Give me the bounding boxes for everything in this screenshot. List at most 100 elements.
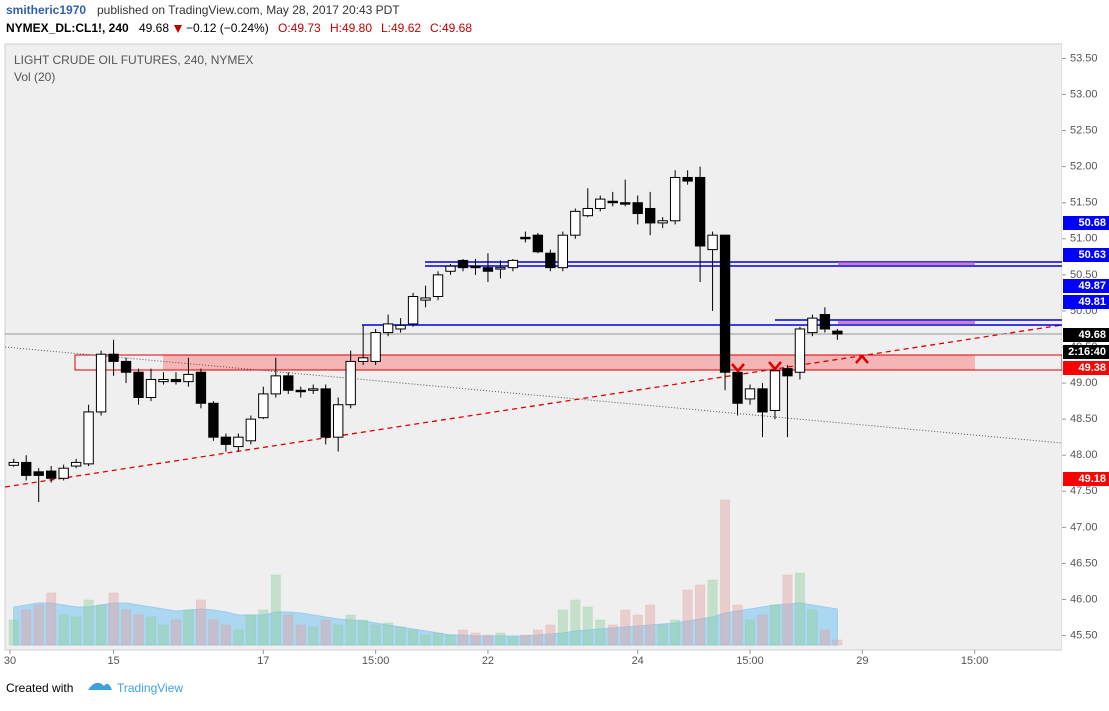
candle-body <box>283 375 294 391</box>
close: C:49.68 <box>430 21 472 35</box>
volume-bar <box>545 624 556 646</box>
volume-bar <box>420 634 431 646</box>
volume-bar <box>8 619 19 646</box>
volume-bar <box>607 624 618 646</box>
volume-bar <box>358 619 369 646</box>
candle-body <box>682 176 693 182</box>
candle-body <box>370 332 381 362</box>
volume-bar <box>96 604 107 646</box>
x-tick-label: 15:00 <box>362 655 390 667</box>
candle-body <box>495 267 506 270</box>
volume-bar <box>470 632 481 646</box>
x-tick-label: 22 <box>482 655 494 667</box>
volume-bar <box>570 599 581 646</box>
y-tick-label: 47.00 <box>1070 521 1098 533</box>
x-tick-label: 15:00 <box>961 655 989 667</box>
logo <box>88 682 112 690</box>
candle-body <box>595 198 606 209</box>
price-label: 49.18 <box>1078 473 1106 485</box>
volume-bar <box>46 592 57 646</box>
volume-bar <box>158 624 169 646</box>
volume-bar <box>495 632 506 646</box>
volume-bar <box>483 634 493 646</box>
volume-bar <box>345 614 356 646</box>
y-tick-label: 52.50 <box>1070 124 1098 136</box>
y-tick-label: 48.50 <box>1070 413 1098 425</box>
level-box <box>838 321 975 324</box>
volume-bar <box>245 614 256 646</box>
marker <box>731 361 782 373</box>
volume-bar <box>458 629 468 646</box>
volume-bar <box>121 609 131 646</box>
candle-body <box>582 207 593 217</box>
x-tick-label: 15:00 <box>736 655 764 667</box>
candle-body <box>819 314 831 330</box>
candle-body <box>95 353 107 413</box>
candle-body <box>108 353 119 362</box>
candle-body <box>58 467 69 479</box>
volume-bar <box>632 614 643 646</box>
volume-bar <box>395 626 406 646</box>
y-tick-label: 49.00 <box>1070 377 1098 389</box>
volume-bar <box>370 624 381 646</box>
candle-body <box>208 402 219 438</box>
volume-bar <box>657 624 668 646</box>
volume-bar <box>433 632 443 646</box>
candle-body <box>420 297 431 301</box>
candle-body <box>21 461 32 476</box>
volume-bar <box>383 622 394 646</box>
candle-body <box>8 461 19 466</box>
candle-body <box>320 388 331 438</box>
volume-bar <box>682 589 693 646</box>
low: L:49.62 <box>381 21 421 35</box>
author[interactable]: smitheric1970 <box>6 3 86 17</box>
y-tick-label: 53.50 <box>1070 52 1098 64</box>
volume-bar <box>532 629 543 646</box>
volume-bar <box>520 634 531 646</box>
candle-body <box>482 267 494 272</box>
y-tick-label: 46.50 <box>1070 557 1098 569</box>
candle-body <box>657 220 668 224</box>
candle-body <box>432 274 444 298</box>
volume-label: Vol (20) <box>14 70 55 84</box>
candle-body <box>70 461 82 467</box>
price-label-bg <box>1063 328 1109 342</box>
candle-body <box>620 202 631 205</box>
change: −0.12 (−0.24%) <box>186 21 269 35</box>
volume-bar <box>732 604 743 646</box>
y-tick-label: 48.00 <box>1070 449 1098 461</box>
price-label-bg <box>1063 279 1109 293</box>
y-tick-label: 51.50 <box>1070 197 1098 209</box>
volume-bar <box>445 634 456 646</box>
volume-bar <box>582 606 593 646</box>
candle-body <box>744 388 756 400</box>
volume-bar <box>782 574 793 646</box>
y-tick-label: 51.00 <box>1070 233 1098 245</box>
candle-body <box>769 370 781 411</box>
published: published on TradingView.com, May 28, 20… <box>97 3 400 17</box>
y-tick-label: 52.00 <box>1070 161 1098 173</box>
volume-bar <box>320 619 331 646</box>
volume-bar <box>620 609 631 646</box>
volume-bar <box>283 614 294 646</box>
candle-body <box>570 210 581 236</box>
candle-body <box>308 388 319 391</box>
volume-bar <box>795 572 805 646</box>
price-label: 49.81 <box>1078 296 1106 308</box>
volume-bar <box>695 584 706 646</box>
volume-bar <box>258 609 269 646</box>
volume-bar <box>133 614 144 646</box>
candle-body <box>507 259 519 269</box>
brand[interactable]: TradingView <box>117 681 183 695</box>
price-label-bg <box>1063 345 1109 359</box>
volume-bar <box>108 592 119 646</box>
y-tick-label: 47.50 <box>1070 485 1098 497</box>
x-tick-label: 15 <box>107 655 119 667</box>
candle-body <box>470 265 481 269</box>
x-tick-label: 29 <box>856 655 868 667</box>
symbol: NYMEX_DL:CL1!, 240 <box>6 21 129 35</box>
price-label: 50.68 <box>1078 217 1106 229</box>
volume-bar <box>770 604 780 646</box>
